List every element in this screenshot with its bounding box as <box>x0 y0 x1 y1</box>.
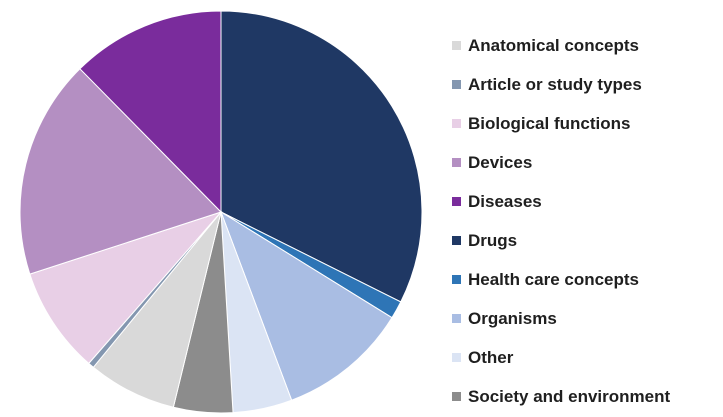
pie-slice-biological-functions <box>29 210 223 365</box>
legend-item-diseases: Diseases <box>452 182 720 221</box>
legend-label-organisms: Organisms <box>468 308 557 328</box>
legend-swatch-biological-functions <box>452 119 461 128</box>
legend-label-article-or-study-types: Article or study types <box>468 74 642 94</box>
legend-label-society-and-environment: Society and environment <box>468 386 671 406</box>
legend-item-devices: Devices <box>452 143 720 182</box>
legend-item-drugs: Drugs <box>452 221 720 260</box>
pie-chart-plot <box>19 10 423 414</box>
legend-swatch-health-care-concepts <box>452 275 461 284</box>
legend-swatch-diseases <box>452 197 461 206</box>
legend-label-biological-functions: Biological functions <box>468 113 631 133</box>
legend-label-other: Other <box>468 347 514 367</box>
legend-label-devices: Devices <box>468 152 533 172</box>
legend-label-diseases: Diseases <box>468 191 542 211</box>
legend-item-other: Other <box>452 338 720 377</box>
legend-swatch-devices <box>452 158 461 167</box>
legend-swatch-drugs <box>452 236 461 245</box>
legend-swatch-organisms <box>452 314 461 323</box>
legend-item-health-care-concepts: Health care concepts <box>452 260 720 299</box>
pie-slice-drugs <box>220 10 423 303</box>
chart-legend: Anatomical concepts Article or study type… <box>452 26 720 416</box>
legend-swatch-anatomical-concepts <box>452 41 461 50</box>
legend-swatch-society-and-environment <box>452 392 461 401</box>
legend-label-anatomical-concepts: Anatomical concepts <box>468 35 639 55</box>
legend-swatch-other <box>452 353 461 362</box>
legend-item-society-and-environment: Society and environment <box>452 377 720 416</box>
legend-item-biological-functions: Biological functions <box>452 104 720 143</box>
pie-slice-devices <box>19 68 222 275</box>
legend-item-organisms: Organisms <box>452 299 720 338</box>
legend-swatch-article-or-study-types <box>452 80 461 89</box>
pie-slice-organisms <box>220 210 393 401</box>
legend-label-drugs: Drugs <box>468 230 518 250</box>
legend-item-anatomical-concepts: Anatomical concepts <box>452 26 720 65</box>
pie-slice-diseases <box>79 10 222 214</box>
legend-item-article-or-study-types: Article or study types <box>452 65 720 104</box>
legend-label-health-care-concepts: Health care concepts <box>468 269 640 289</box>
